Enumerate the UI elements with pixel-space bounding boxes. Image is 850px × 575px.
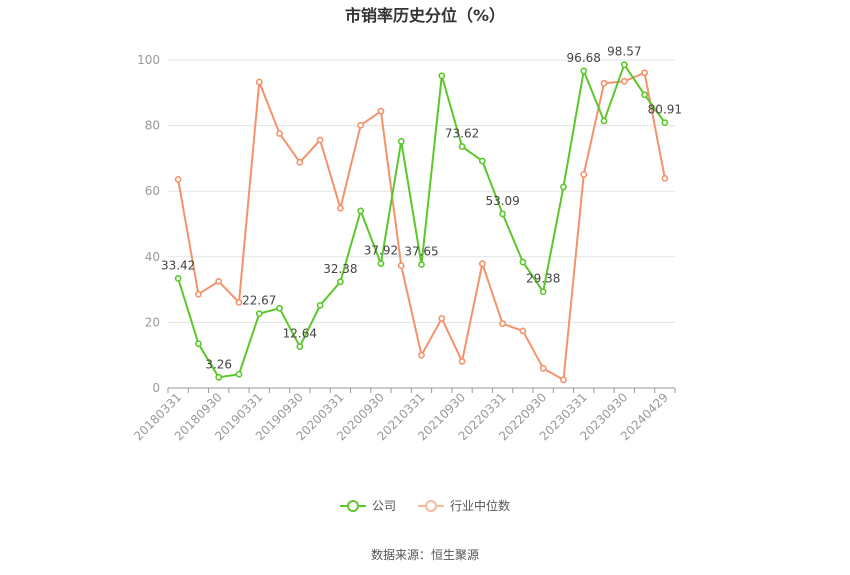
data-point xyxy=(641,69,648,77)
data-point xyxy=(215,277,223,285)
data-label: 96.68 xyxy=(567,51,601,65)
data-point xyxy=(418,261,425,268)
data-point xyxy=(215,373,223,381)
data-point xyxy=(519,327,527,335)
data-point xyxy=(296,343,304,350)
data-point xyxy=(296,158,304,166)
series-line xyxy=(177,71,666,381)
axes: 0204060801002018033120180930201903312019… xyxy=(131,53,676,443)
y-tick-label: 20 xyxy=(145,315,160,329)
data-point xyxy=(600,79,608,87)
data-point xyxy=(560,376,567,384)
data-point xyxy=(620,77,628,85)
data-point xyxy=(336,278,344,286)
data-point xyxy=(276,130,283,137)
data-label: 3.26 xyxy=(205,357,232,371)
data-point xyxy=(600,117,608,125)
data-point xyxy=(336,204,344,212)
legend-label-industry-median: 行业中位数 xyxy=(450,499,511,513)
data-point xyxy=(174,175,182,183)
series-line xyxy=(177,63,666,379)
data-point xyxy=(580,171,588,178)
data-point xyxy=(539,288,547,296)
data-point xyxy=(235,298,243,306)
data-label: 12.64 xyxy=(283,327,317,341)
y-tick-label: 0 xyxy=(152,381,160,395)
data-label: 98.57 xyxy=(607,45,641,59)
data-point xyxy=(397,137,405,145)
legend-item-company[interactable]: 公司 xyxy=(339,497,396,514)
data-label: 80.91 xyxy=(648,103,682,117)
data-point xyxy=(438,72,446,80)
data-point xyxy=(174,274,182,282)
data-label: 37.92 xyxy=(364,244,398,258)
data-label: 53.09 xyxy=(485,194,519,208)
data-point xyxy=(255,310,263,318)
data-point xyxy=(377,107,385,115)
data-point xyxy=(357,121,365,129)
data-label: 29.38 xyxy=(526,272,560,286)
y-tick-label: 40 xyxy=(145,250,160,264)
data-point xyxy=(195,340,202,348)
y-tick-label: 100 xyxy=(137,53,160,67)
data-label: 22.67 xyxy=(242,294,276,308)
y-tick-label: 60 xyxy=(145,184,160,198)
data-point xyxy=(397,262,405,270)
data-point xyxy=(255,78,263,86)
legend-marker-industry-median xyxy=(418,499,444,513)
chart-title: 市销率历史分位（%） xyxy=(344,6,506,25)
data-point xyxy=(499,320,507,328)
data-point xyxy=(316,136,324,144)
data-point xyxy=(661,175,669,182)
data-point xyxy=(620,61,628,69)
series-lines xyxy=(174,61,669,384)
data-label: 33.42 xyxy=(161,258,195,272)
legend-item-industry-median[interactable]: 行业中位数 xyxy=(418,497,510,514)
legend-marker-company xyxy=(339,499,366,513)
source-note: 数据来源：恒生聚源 xyxy=(370,548,479,562)
data-point xyxy=(661,119,669,127)
data-point xyxy=(519,258,527,266)
data-point xyxy=(539,364,547,372)
data-point xyxy=(438,315,446,322)
data-point xyxy=(641,91,648,99)
data-point xyxy=(377,260,385,268)
data-point xyxy=(418,351,425,359)
data-point xyxy=(478,157,486,165)
data-point xyxy=(560,183,567,191)
data-point xyxy=(357,207,365,215)
data-point xyxy=(458,358,466,365)
y-tick-label: 80 xyxy=(145,119,160,133)
data-label: 37.65 xyxy=(404,245,438,259)
data-point xyxy=(458,143,466,150)
data-point xyxy=(478,260,486,268)
data-point xyxy=(499,210,507,218)
data-point xyxy=(316,301,324,309)
grid-lines xyxy=(168,59,675,323)
legend-label-company: 公司 xyxy=(371,499,396,513)
data-label: 32.38 xyxy=(323,262,357,276)
data-point xyxy=(235,370,243,378)
data-labels: 33.42 3.26 22.67 12.64 32.38 37.92 37.65 73.62 5… xyxy=(161,45,682,372)
data-point xyxy=(276,304,283,312)
legend: 公司 行业中位数 xyxy=(0,497,850,514)
data-point xyxy=(195,290,202,298)
data-point xyxy=(580,67,588,75)
data-label: 73.62 xyxy=(445,127,479,141)
